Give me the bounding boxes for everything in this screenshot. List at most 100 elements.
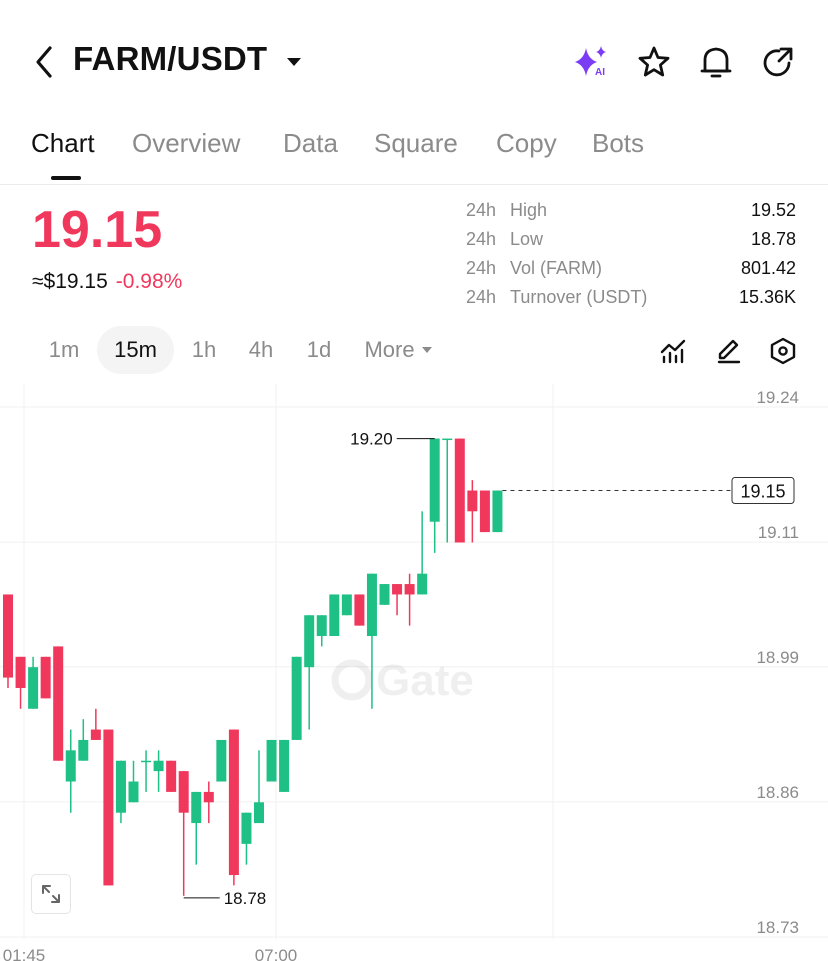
candle-body xyxy=(316,615,327,637)
candle xyxy=(40,656,51,699)
chevron-down-icon xyxy=(421,347,432,353)
candle xyxy=(90,708,101,740)
candle xyxy=(15,656,26,709)
y-tick-label: 19.24 xyxy=(756,388,799,407)
fullscreen-button[interactable] xyxy=(31,874,71,914)
timeframe-15m[interactable]: 15m xyxy=(97,326,174,374)
expand-icon xyxy=(42,885,60,903)
candle xyxy=(216,739,227,782)
candle xyxy=(316,615,327,647)
timeframe-more[interactable]: More xyxy=(356,326,442,374)
current-price-box xyxy=(731,477,795,505)
tab-copy[interactable]: Copy xyxy=(496,128,557,158)
candlestick-chart[interactable]: Gate 19.24 19.11 18.99 18.86 18.73 01:45 07:0… xyxy=(0,384,828,961)
candle xyxy=(191,791,202,865)
candle xyxy=(254,750,264,824)
watermark-text: Gate xyxy=(376,656,474,705)
tab-bots[interactable]: Bots xyxy=(592,128,645,158)
ai-badge-text: AI xyxy=(595,67,605,78)
tab-data[interactable]: Data xyxy=(283,128,338,158)
candle-body xyxy=(354,594,365,626)
x-tick-label: 01:45 xyxy=(3,946,46,961)
candle xyxy=(354,594,365,626)
candle xyxy=(28,656,39,709)
tab-bar: Chart Overview Data Square Copy Bots xyxy=(0,120,828,185)
candle xyxy=(103,729,114,886)
settings-hex-icon xyxy=(770,337,796,365)
candle-body xyxy=(65,750,76,782)
candle-body xyxy=(304,615,315,668)
indicator-icon xyxy=(660,339,686,364)
candle xyxy=(115,760,126,824)
candle xyxy=(279,739,290,792)
candle-body xyxy=(266,739,277,782)
candle xyxy=(291,656,302,740)
indicator-button[interactable] xyxy=(654,334,692,368)
candle-body xyxy=(329,594,340,637)
low-marker-label: 18.78 xyxy=(224,889,267,908)
candle-body xyxy=(492,490,503,533)
active-tab-indicator xyxy=(51,176,81,180)
chart-settings-button[interactable] xyxy=(764,334,802,368)
candle-body xyxy=(191,791,202,824)
candle-body xyxy=(341,594,352,616)
candle-body xyxy=(103,729,114,886)
alert-button[interactable] xyxy=(696,42,736,82)
candle xyxy=(53,646,64,761)
price-markers: 19.20 18.78 19.15 xyxy=(183,430,795,908)
timeframe-1d[interactable]: 1d xyxy=(306,337,332,362)
candle xyxy=(203,781,214,824)
ai-button[interactable]: AI xyxy=(572,42,612,82)
y-tick-label: 19.11 xyxy=(758,523,799,542)
draw-button[interactable] xyxy=(710,334,748,368)
candle xyxy=(454,438,465,543)
candle xyxy=(442,438,453,543)
last-price: 19.15 xyxy=(32,201,163,259)
timeframe-4h[interactable]: 4h xyxy=(248,337,274,362)
timeframe-1h[interactable]: 1h xyxy=(191,337,217,362)
stat-turnover: 24h Turnover (USDT) 15.36K xyxy=(466,287,796,307)
back-button[interactable] xyxy=(24,40,64,84)
candle xyxy=(241,812,252,865)
candle-body xyxy=(404,584,415,595)
candle-body xyxy=(216,739,227,782)
candle xyxy=(379,584,390,605)
tab-square[interactable]: Square xyxy=(374,128,458,158)
tab-chart[interactable]: Chart xyxy=(31,128,95,158)
stat-low: 24h Low 18.78 xyxy=(466,229,796,249)
candle-body xyxy=(291,656,302,740)
candle-body xyxy=(141,760,152,763)
y-tick-label: 18.86 xyxy=(756,783,799,802)
bell-icon xyxy=(700,47,732,78)
candle-body xyxy=(254,802,264,824)
candle-body xyxy=(379,584,390,605)
candle-body xyxy=(479,490,490,533)
share-button[interactable] xyxy=(758,42,798,82)
share-icon xyxy=(763,47,793,77)
candle xyxy=(266,739,277,782)
candle-body xyxy=(3,594,13,678)
y-tick-label: 18.73 xyxy=(756,918,799,937)
candle xyxy=(479,490,490,533)
candle xyxy=(341,594,352,616)
candle-body xyxy=(53,646,64,761)
candle-body xyxy=(28,667,39,709)
candle xyxy=(178,771,189,896)
favorite-button[interactable] xyxy=(634,42,674,82)
pair-title[interactable]: FARM/USDT xyxy=(73,40,268,77)
price-change: -0.98% xyxy=(115,270,183,293)
candle-body xyxy=(392,584,403,595)
candle xyxy=(166,760,177,792)
candle xyxy=(304,615,315,730)
candle-body xyxy=(241,812,252,844)
candle xyxy=(228,729,239,886)
candle-body xyxy=(178,771,189,813)
candle xyxy=(404,573,415,626)
timeframe-1m[interactable]: 1m xyxy=(48,337,80,362)
pair-dropdown-button[interactable] xyxy=(282,48,306,76)
candle-body xyxy=(429,438,440,522)
tab-overview[interactable]: Overview xyxy=(132,128,241,158)
candle xyxy=(366,573,377,709)
high-marker-label: 19.20 xyxy=(350,430,393,449)
current-price-label: 19.15 xyxy=(740,482,785,502)
